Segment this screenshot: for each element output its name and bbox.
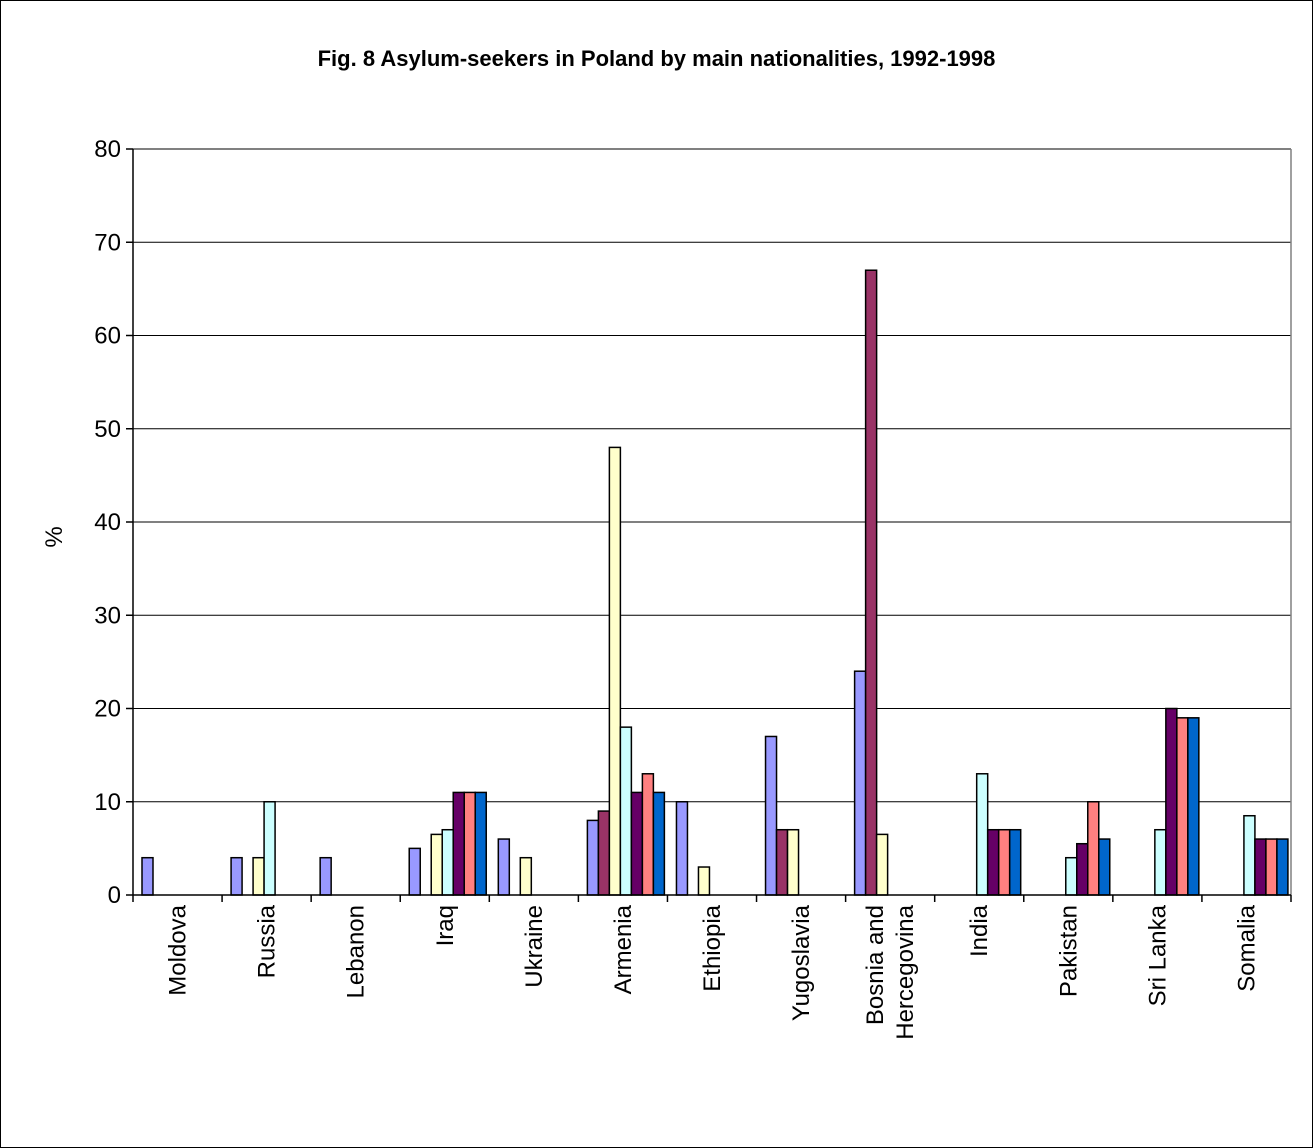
y-tick-label: 60 <box>94 323 121 350</box>
bar <box>864 269 878 896</box>
category-label: Bosnia and <box>862 905 889 1025</box>
bar <box>1165 707 1178 896</box>
bar <box>652 791 666 896</box>
y-tick-label: 0 <box>108 882 121 909</box>
bar <box>441 828 454 896</box>
y-tick-label: 70 <box>94 229 121 256</box>
bar <box>641 773 655 896</box>
bar <box>263 801 276 896</box>
bar <box>764 735 778 896</box>
category-label: Ukraine <box>521 905 548 988</box>
bar <box>474 791 487 896</box>
y-tick-label: 20 <box>94 696 121 723</box>
bar <box>1254 838 1267 896</box>
bar <box>1187 717 1200 896</box>
bar <box>497 838 511 896</box>
bar <box>1065 856 1078 896</box>
bar <box>986 828 1000 896</box>
bar <box>608 446 622 896</box>
bar <box>675 801 689 896</box>
category-label: Moldova <box>165 904 192 995</box>
bar <box>463 791 476 896</box>
category-label: Somalia <box>1233 904 1260 991</box>
bar <box>452 791 465 896</box>
bar <box>1276 838 1289 896</box>
bar <box>1243 814 1256 896</box>
bar <box>875 833 889 896</box>
y-tick-label: 50 <box>94 416 121 443</box>
chart-title: Fig. 8 Asylum-seekers in Poland by main … <box>317 46 996 71</box>
bar <box>853 670 867 896</box>
y-tick-label: 40 <box>94 509 121 536</box>
category-label: Armenia <box>610 904 637 994</box>
bar <box>630 791 644 896</box>
bar <box>230 856 243 896</box>
y-tick-label: 30 <box>94 602 121 629</box>
bar <box>775 828 789 896</box>
category-label: Lebanon <box>343 905 370 998</box>
category-label: Russia <box>254 904 281 978</box>
bar <box>1265 838 1278 896</box>
bar <box>1008 828 1022 896</box>
category-label: Iraq <box>432 905 459 946</box>
bar <box>319 856 332 896</box>
bar <box>597 810 611 896</box>
bar <box>1176 717 1189 896</box>
category-label: Hercegovina <box>892 904 919 1039</box>
category-label: India <box>966 904 993 957</box>
bar <box>430 833 443 896</box>
bar <box>519 856 533 896</box>
bar <box>1098 838 1111 896</box>
bar <box>408 847 421 896</box>
category-label: Pakistan <box>1055 905 1082 997</box>
bar <box>619 726 633 896</box>
bar <box>1154 828 1167 896</box>
y-tick-label: 80 <box>94 136 121 163</box>
bar <box>141 856 154 896</box>
bar <box>997 828 1011 896</box>
bar <box>586 819 600 896</box>
bar <box>975 773 989 896</box>
category-label: Sri Lanka <box>1144 904 1171 1006</box>
bar <box>786 828 800 896</box>
bar <box>697 866 711 896</box>
category-label: Yugoslavia <box>788 904 815 1021</box>
category-label: Ethiopia <box>699 904 726 991</box>
y-tick-label: 10 <box>94 789 121 816</box>
bar <box>1087 801 1100 896</box>
bar <box>1076 842 1089 896</box>
bar <box>252 856 265 896</box>
